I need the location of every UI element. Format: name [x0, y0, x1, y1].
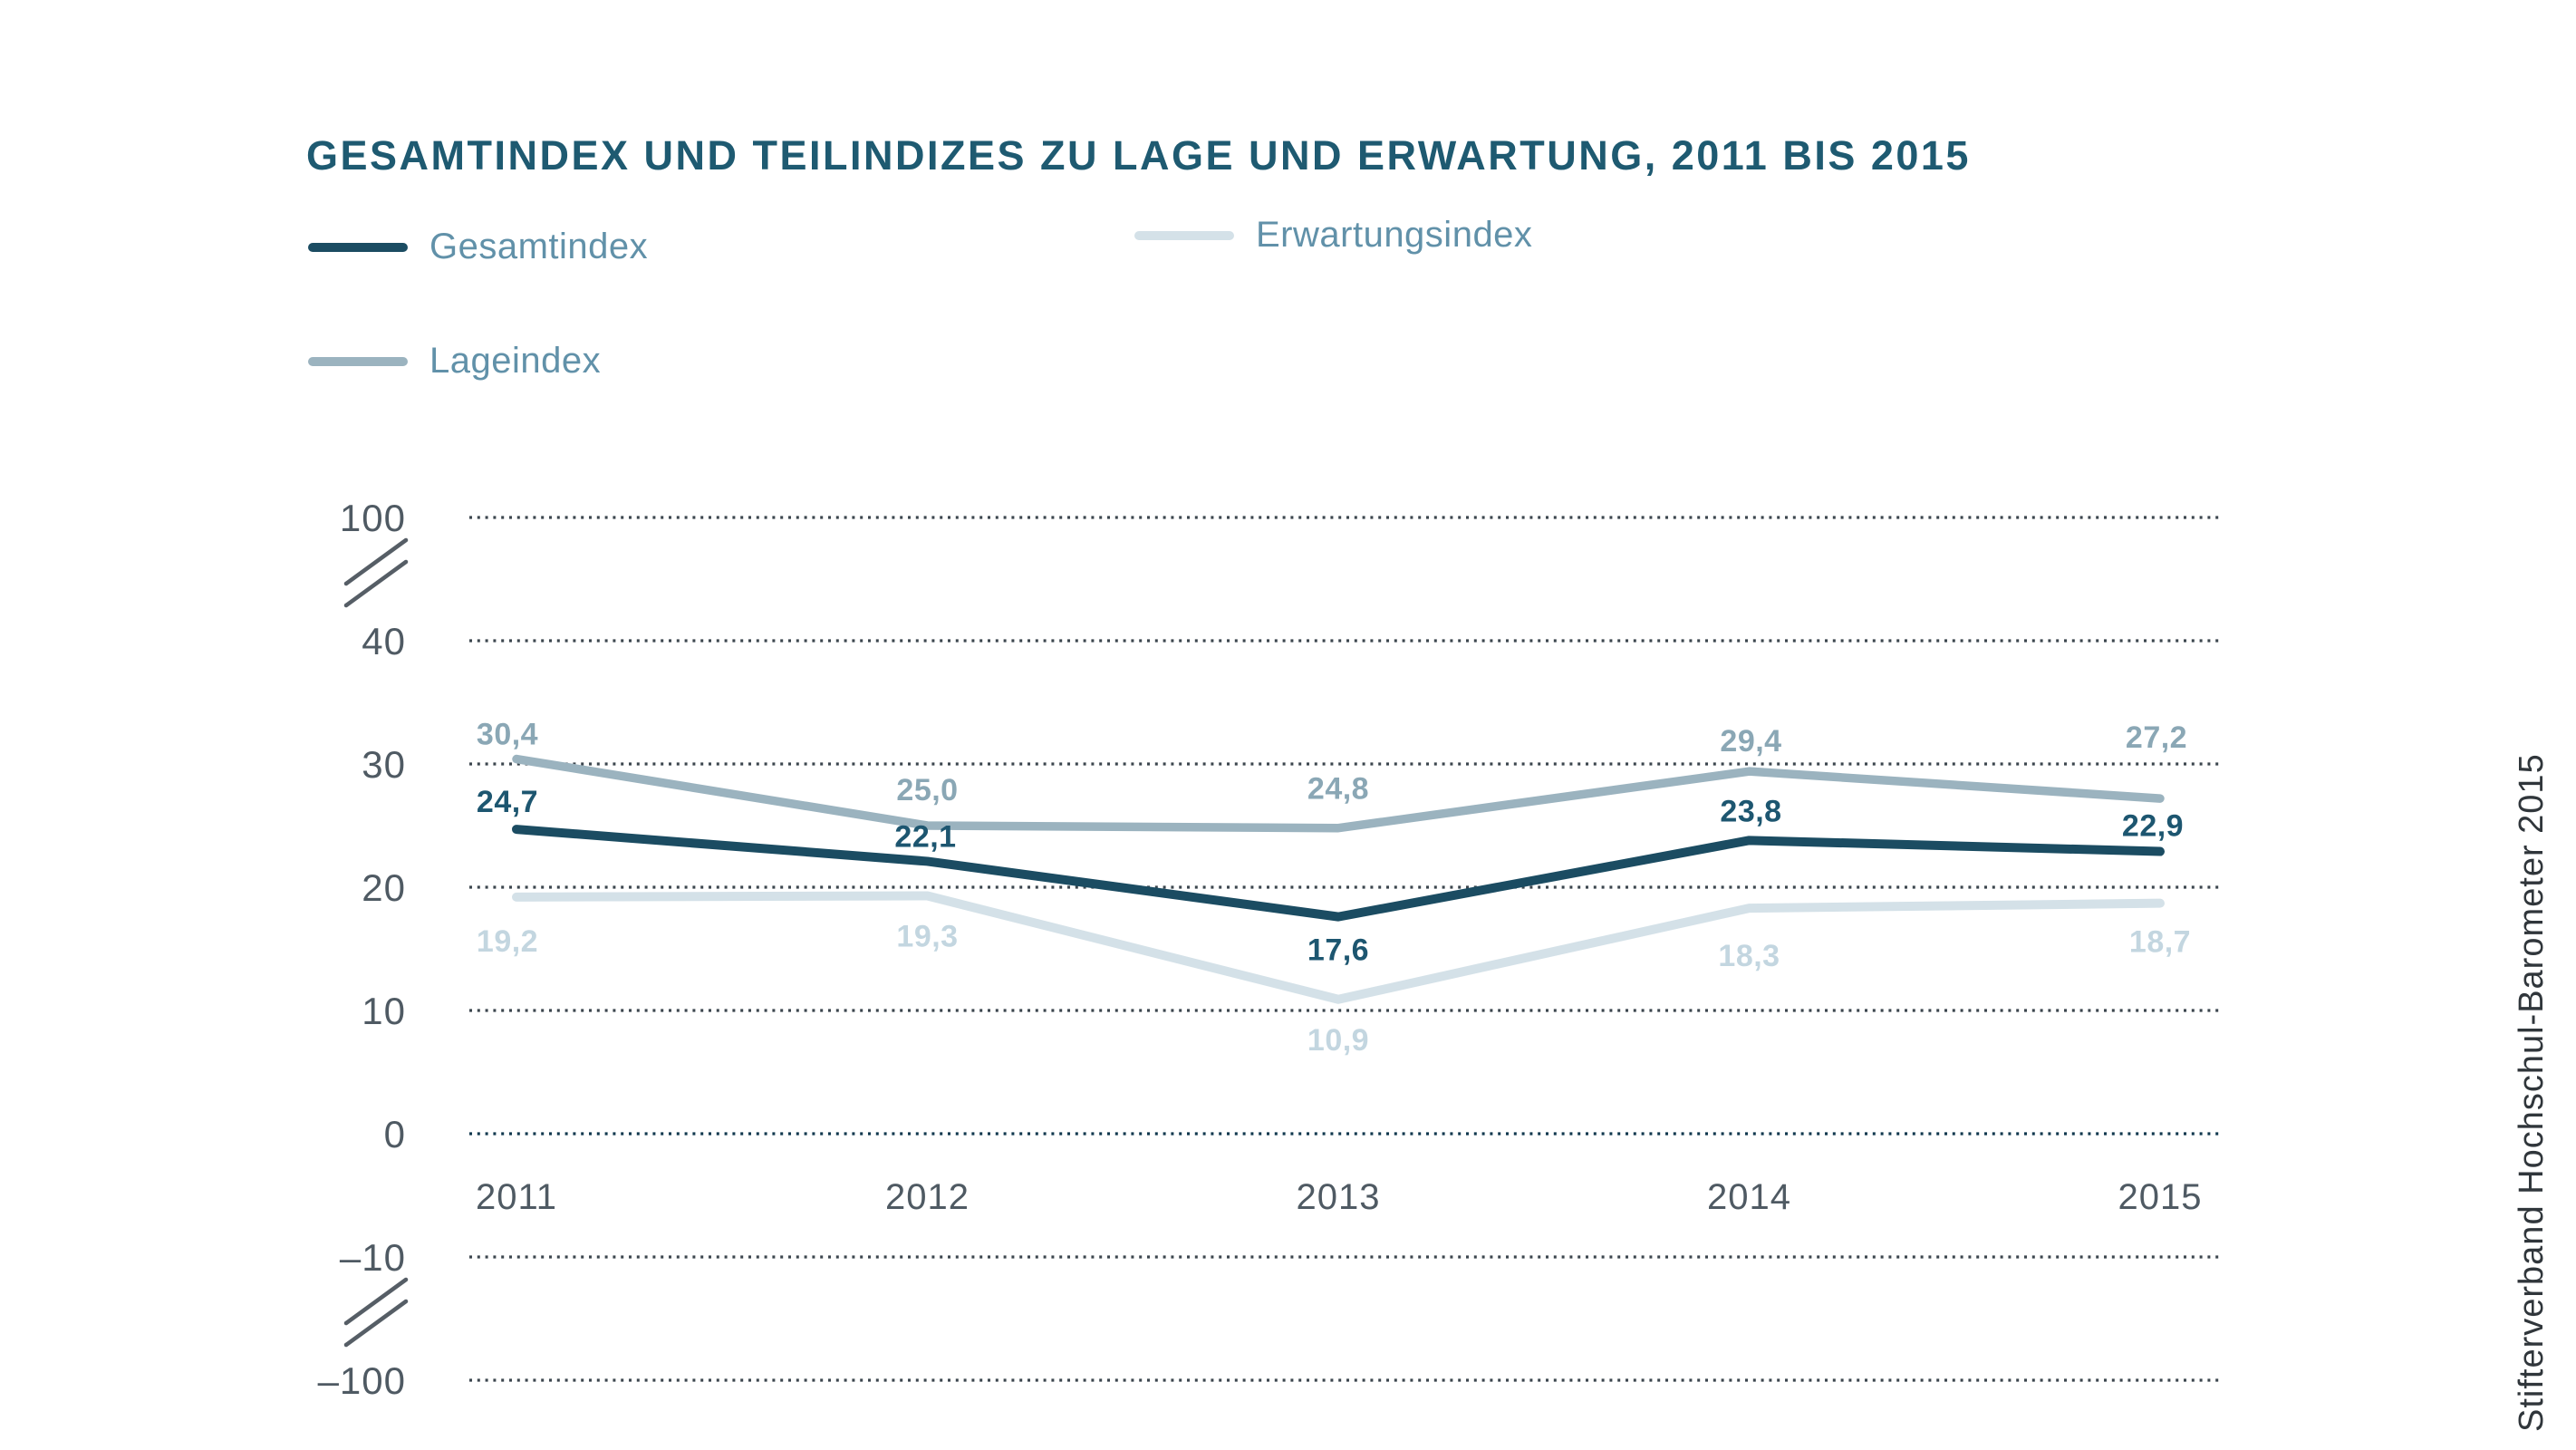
data-label-lageindex-2013: 24,8: [1307, 772, 1369, 807]
x-tick-label-2014: 2014: [1707, 1177, 1791, 1217]
data-label-lageindex-2012: 25,0: [896, 773, 958, 807]
x-tick-label-2013: 2013: [1297, 1177, 1381, 1217]
legend-label-erwartungsindex: Erwartungsindex: [1256, 215, 1533, 255]
chart-title: GESAMTINDEX UND TEILINDIZES ZU LAGE UND …: [306, 132, 1971, 179]
legend-label-gesamtindex: Gesamtindex: [429, 227, 649, 266]
axis-break-top-stroke-2: [343, 537, 409, 586]
legend-item-gesamtindex: Gesamtindex: [308, 227, 648, 267]
data-label-gesamtindex-2014: 23,8: [1720, 794, 1781, 828]
source-note: Stifterverband Hochschul-Barometer 2015: [2513, 753, 2551, 1432]
legend-item-lageindex: Lageindex: [308, 341, 601, 382]
legend-swatch-gesamtindex-line-icon: [308, 242, 408, 252]
data-label-gesamtindex-2011: 24,7: [477, 785, 538, 819]
y-tick-label-–10: –10: [340, 1236, 406, 1279]
axis-break-bottom-stroke-1: [343, 1299, 409, 1348]
data-label-erwartungsindex-2013: 10,9: [1307, 1023, 1369, 1058]
axis-break-bottom-stroke-2: [343, 1277, 409, 1326]
series-line-lageindex: [512, 754, 2165, 833]
data-label-erwartungsindex-2011: 19,2: [477, 924, 538, 959]
data-label-lageindex-2011: 30,4: [477, 718, 538, 752]
x-tick-label-2012: 2012: [885, 1177, 970, 1217]
axis-break-top-stroke-1: [343, 559, 409, 608]
data-label-gesamtindex-2015: 22,9: [2122, 809, 2184, 844]
legend-item-erwartungsindex: Erwartungsindex: [1134, 215, 1532, 256]
y-tick-label-–100: –100: [318, 1359, 406, 1402]
data-label-erwartungsindex-2015: 18,7: [2129, 925, 2191, 960]
legend-swatch-erwartungsindex-line-icon: [1134, 230, 1234, 240]
series-line-erwartungsindex: [512, 891, 2165, 1004]
legend-label-lageindex: Lageindex: [429, 341, 602, 381]
legend-swatch-lageindex-line-icon: [308, 356, 408, 366]
x-tick-label-2015: 2015: [2118, 1177, 2203, 1217]
data-label-gesamtindex-2013: 17,6: [1307, 933, 1369, 968]
y-tick-label-10: 10: [362, 990, 406, 1032]
y-tick-label-100: 100: [340, 497, 406, 539]
data-label-erwartungsindex-2012: 19,3: [896, 920, 958, 954]
data-label-lageindex-2014: 29,4: [1720, 724, 1781, 759]
y-tick-label-30: 30: [362, 743, 406, 786]
data-label-lageindex-2015: 27,2: [2126, 720, 2187, 755]
data-label-gesamtindex-2012: 22,1: [894, 819, 956, 854]
y-tick-label-40: 40: [362, 620, 406, 662]
y-tick-label-0: 0: [384, 1113, 406, 1155]
data-label-erwartungsindex-2014: 18,3: [1718, 939, 1780, 973]
y-tick-label-20: 20: [362, 866, 406, 909]
series-line-gesamtindex: [512, 825, 2165, 922]
x-tick-label-2011: 2011: [476, 1177, 557, 1217]
